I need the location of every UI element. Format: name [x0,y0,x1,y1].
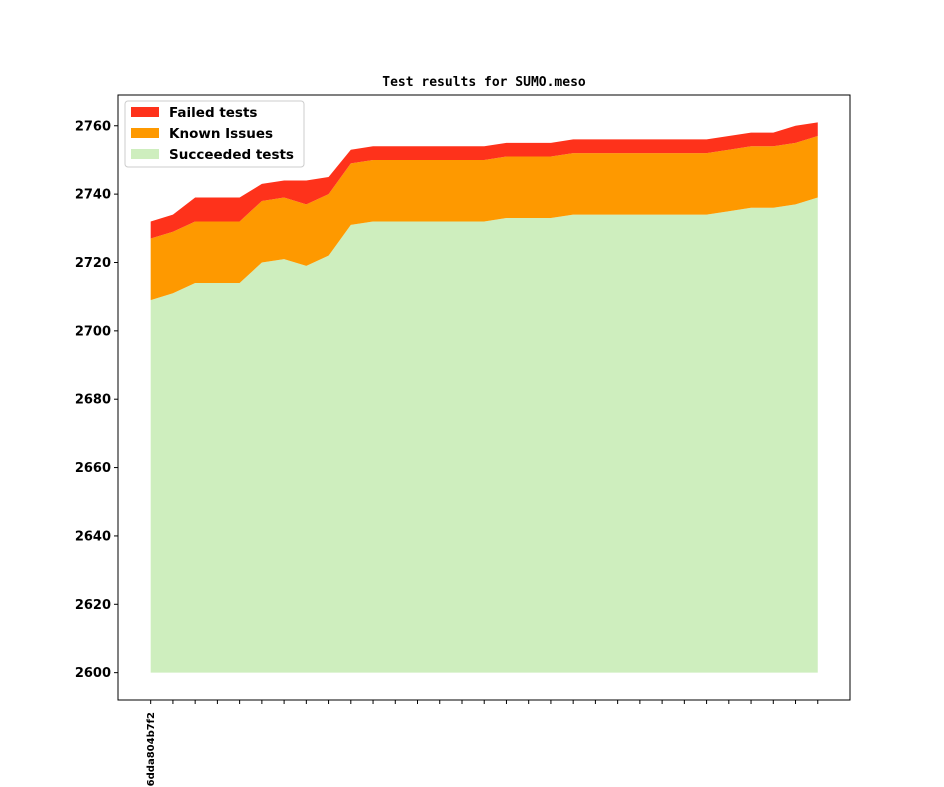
legend-label-failed-tests: Failed tests [169,105,257,121]
legend-label-succeeded-tests: Succeeded tests [169,147,294,163]
y-tick-label: 2620 [75,598,111,613]
legend-swatch-known-issues [131,128,159,138]
y-tick-label: 2660 [75,461,111,476]
legend-box [124,100,305,168]
y-tick-label: 2600 [75,666,111,681]
legend-label-known-issues: Known Issues [169,126,273,142]
chart-title: Test results for SUMO.meso [382,75,586,90]
y-tick-label: 2700 [75,324,111,339]
area-succeeded-tests [150,197,818,673]
area-failed-tests [150,122,818,239]
x-tick-label: 6dda804b7f2 [146,712,157,786]
y-tick-label: 2640 [75,529,111,544]
legend-swatch-failed-tests [131,107,159,117]
y-tick-label: 2760 [75,119,111,134]
y-tick-label: 2720 [75,256,111,271]
y-tick-label: 2740 [75,188,111,203]
legend-swatch-succeeded-tests [131,149,159,159]
area-known-issues [150,136,818,301]
legend: Failed tests Known Issues Succeeded tests [124,100,305,168]
y-tick-label: 2680 [75,393,111,408]
